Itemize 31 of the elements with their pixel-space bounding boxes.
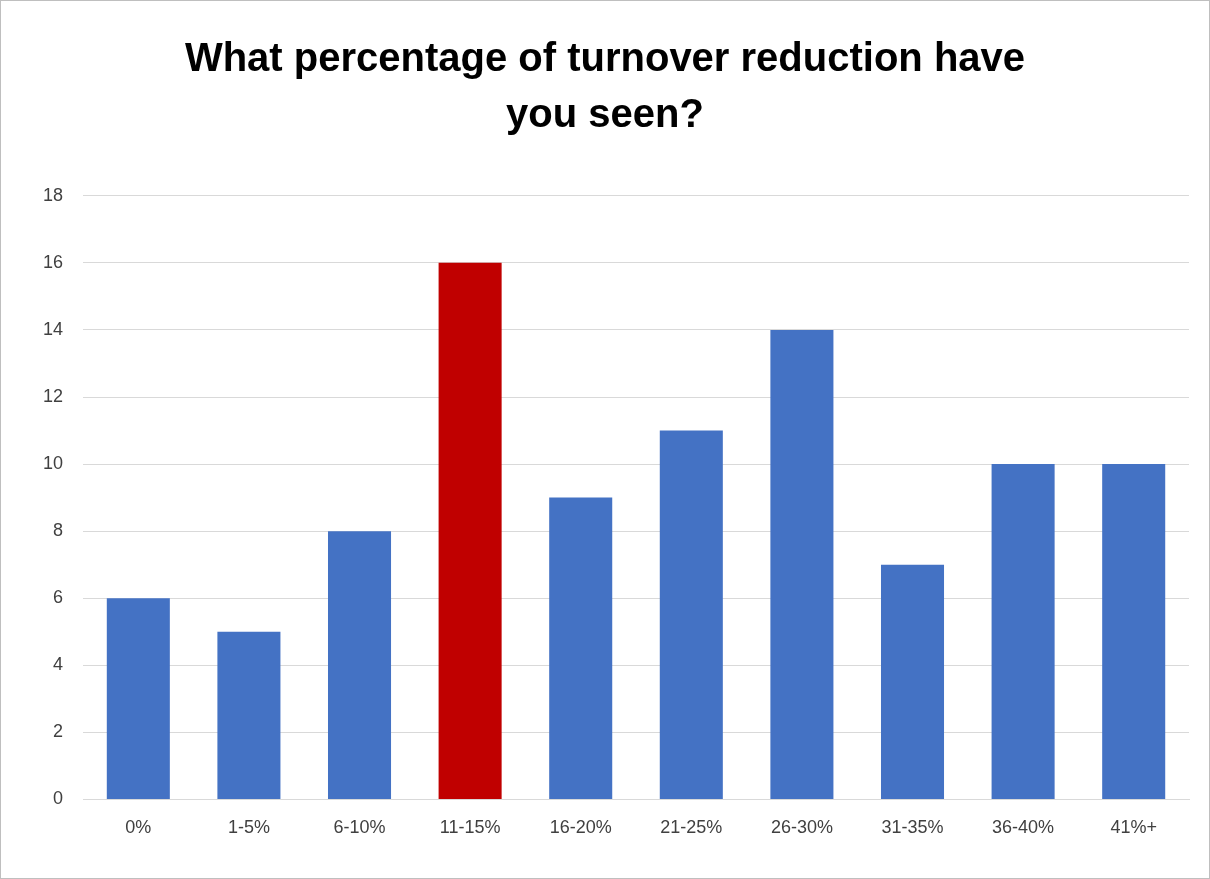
bar <box>991 464 1055 799</box>
x-tick-label: 1-5% <box>227 817 270 838</box>
bar <box>770 329 834 799</box>
x-tick-label: 0% <box>125 817 152 838</box>
x-tick-label: 16-20% <box>549 817 612 838</box>
y-tick-label: 18 <box>42 184 64 205</box>
y-tick-label: 10 <box>42 453 64 474</box>
x-tick-label: 36-40% <box>992 817 1055 838</box>
y-tick-label: 14 <box>42 318 64 339</box>
x-tick-label: 11-15% <box>439 817 501 838</box>
x-tick-label: 41%+ <box>1110 817 1157 838</box>
x-tick-label: 26-30% <box>770 817 833 838</box>
bar <box>328 531 392 799</box>
y-tick-label: 2 <box>53 721 64 742</box>
bar <box>549 497 613 799</box>
chart-title: What percentage of turnover reduction have you seen? <box>183 34 1027 137</box>
y-tick-label: 0 <box>53 788 64 809</box>
y-tick-label: 6 <box>53 587 64 608</box>
bar <box>659 430 723 799</box>
x-tick-label: 6-10% <box>333 817 386 838</box>
y-tick-label: 4 <box>53 654 64 675</box>
y-tick-label: 16 <box>42 251 64 272</box>
bar <box>106 598 170 799</box>
bar <box>1102 464 1166 799</box>
y-tick-label: 8 <box>53 520 64 541</box>
bar <box>217 631 281 799</box>
y-tick-label: 12 <box>42 385 64 406</box>
x-tick-label: 21-25% <box>660 817 723 838</box>
bar <box>438 262 502 799</box>
x-tick-label: 31-35% <box>881 817 944 838</box>
bar <box>880 564 945 799</box>
